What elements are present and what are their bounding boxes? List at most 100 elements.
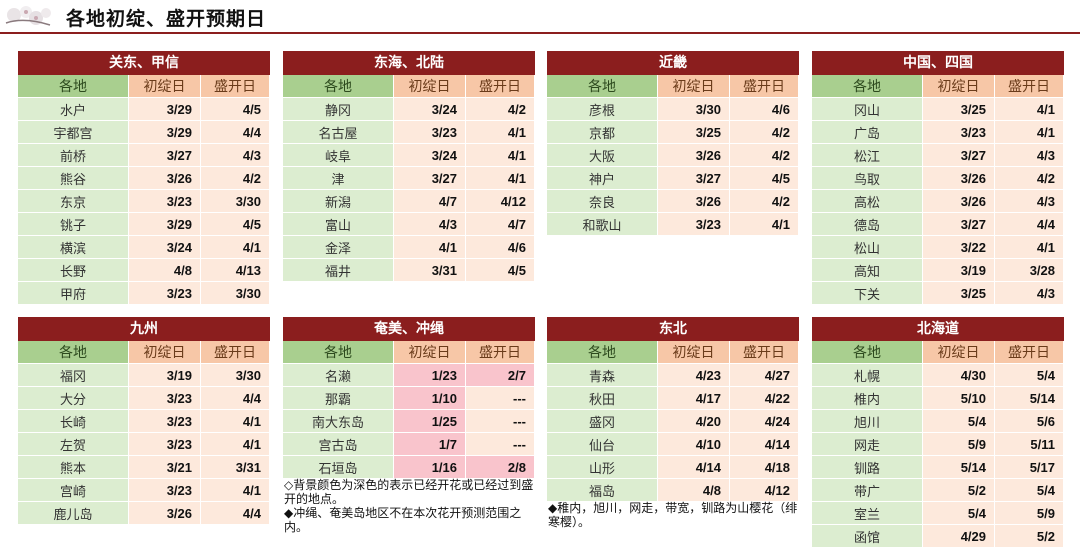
table-row: 钏路 5/14 5/17	[812, 456, 1064, 479]
table-row: 铫子 3/29 4/5	[18, 213, 270, 236]
first-bloom-date: 1/25	[394, 410, 466, 433]
full-bloom-date: 4/2	[201, 167, 270, 190]
full-bloom-date: 4/1	[466, 121, 535, 144]
table-row: 左贺 3/23 4/1	[18, 433, 270, 456]
place-name: 岐阜	[283, 144, 394, 167]
place-name: 札幌	[812, 364, 923, 387]
first-bloom-date: 3/26	[658, 190, 730, 213]
full-bloom-date: 3/31	[201, 456, 270, 479]
column-header-place: 各地	[812, 75, 923, 98]
table-row: 福岛 4/8 4/12	[547, 479, 799, 502]
place-name: 冈山	[812, 98, 923, 121]
place-name: 宫崎	[18, 479, 129, 502]
place-name: 网走	[812, 433, 923, 456]
column-header-place: 各地	[547, 341, 658, 364]
place-name: 鸟取	[812, 167, 923, 190]
full-bloom-date: 5/11	[995, 433, 1064, 456]
first-bloom-date: 3/23	[129, 410, 201, 433]
table-row: 静冈 3/24 4/2	[283, 98, 535, 121]
place-name: 东京	[18, 190, 129, 213]
place-name: 宫古岛	[283, 433, 394, 456]
region-title: 东北	[547, 317, 799, 341]
full-bloom-date: 4/6	[730, 98, 799, 121]
table-row: 带广 5/2 5/4	[812, 479, 1064, 502]
column-header-full-bloom: 盛开日	[201, 75, 270, 98]
place-name: 神户	[547, 167, 658, 190]
place-name: 前桥	[18, 144, 129, 167]
first-bloom-date: 5/10	[923, 387, 995, 410]
first-bloom-date: 1/7	[394, 433, 466, 456]
first-bloom-date: 3/27	[394, 167, 466, 190]
place-name: 旭川	[812, 410, 923, 433]
first-bloom-date: 3/22	[923, 236, 995, 259]
place-name: 椎内	[812, 387, 923, 410]
place-name: 长野	[18, 259, 129, 282]
table-header-row: 各地 初绽日 盛开日	[18, 341, 270, 364]
full-bloom-date: 5/4	[995, 364, 1064, 387]
first-bloom-date: 1/16	[394, 456, 466, 479]
full-bloom-date: 4/3	[201, 144, 270, 167]
first-bloom-date: 1/10	[394, 387, 466, 410]
table-row: 仙台 4/10 4/14	[547, 433, 799, 456]
full-bloom-date: 5/2	[995, 525, 1064, 548]
table-row: 松江 3/27 4/3	[812, 144, 1064, 167]
first-bloom-date: 3/26	[923, 167, 995, 190]
column-header-full-bloom: 盛开日	[466, 75, 535, 98]
column-header-full-bloom: 盛开日	[995, 341, 1064, 364]
table-row: 熊谷 3/26 4/2	[18, 167, 270, 190]
place-name: 熊本	[18, 456, 129, 479]
column-header-first-bloom: 初绽日	[658, 75, 730, 98]
table-row: 松山 3/22 4/1	[812, 236, 1064, 259]
table-row: 长崎 3/23 4/1	[18, 410, 270, 433]
region-panel: 关东、甲信 各地 初绽日 盛开日 水户 3/29 4/5 宇都宫 3/29 4/4 前桥 3/27 4/…	[18, 51, 270, 305]
place-name: 下关	[812, 282, 923, 305]
table-row: 广岛 3/23 4/1	[812, 121, 1064, 144]
table-row: 彦根 3/30 4/6	[547, 98, 799, 121]
region-panel: 东北 各地 初绽日 盛开日 青森 4/23 4/27 秋田 4/17 4/22 盛冈 4/20 4/24…	[547, 317, 799, 502]
place-name: 彦根	[547, 98, 658, 121]
first-bloom-date: 3/23	[129, 433, 201, 456]
table-header-row: 各地 初绽日 盛开日	[283, 341, 535, 364]
table-row: 大阪 3/26 4/2	[547, 144, 799, 167]
first-bloom-date: 3/30	[658, 98, 730, 121]
bloom-table: 各地 初绽日 盛开日 冈山 3/25 4/1 广岛 3/23 4/1 松江 3/27 4/3 鸟取 3/2…	[812, 75, 1064, 305]
column-header-full-bloom: 盛开日	[730, 341, 799, 364]
region-panel: 近畿 各地 初绽日 盛开日 彦根 3/30 4/6 京都 3/25 4/2 大阪 3/26 4/2 神户 3…	[547, 51, 799, 236]
first-bloom-date: 5/14	[923, 456, 995, 479]
full-bloom-date: 4/27	[730, 364, 799, 387]
footnote-block: ◆稚内，旭川，网走，带宽，钏路为山樱花（绯寒樱）。	[548, 501, 798, 529]
first-bloom-date: 3/26	[658, 144, 730, 167]
full-bloom-date: 4/4	[201, 387, 270, 410]
full-bloom-date: 3/30	[201, 190, 270, 213]
first-bloom-date: 1/23	[394, 364, 466, 387]
region-panel: 九州 各地 初绽日 盛开日 福冈 3/19 3/30 大分 3/23 4/4 长崎 3/23 4/1 左贺…	[18, 317, 270, 525]
region-title: 东海、北陆	[283, 51, 535, 75]
full-bloom-date: 4/1	[730, 213, 799, 236]
place-name: 津	[283, 167, 394, 190]
column-header-first-bloom: 初绽日	[129, 341, 201, 364]
table-row: 前桥 3/27 4/3	[18, 144, 270, 167]
first-bloom-date: 3/24	[394, 98, 466, 121]
first-bloom-date: 3/29	[129, 213, 201, 236]
table-row: 鸟取 3/26 4/2	[812, 167, 1064, 190]
table-row: 大分 3/23 4/4	[18, 387, 270, 410]
column-header-first-bloom: 初绽日	[394, 75, 466, 98]
first-bloom-date: 3/27	[923, 213, 995, 236]
table-row: 金泽 4/1 4/6	[283, 236, 535, 259]
footnote: ◆稚内，旭川，网走，带宽，钏路为山樱花（绯寒樱）。	[548, 501, 798, 529]
first-bloom-date: 3/25	[923, 282, 995, 305]
first-bloom-date: 4/1	[394, 236, 466, 259]
place-name: 名濑	[283, 364, 394, 387]
full-bloom-date: ---	[466, 433, 535, 456]
table-header-row: 各地 初绽日 盛开日	[18, 75, 270, 98]
full-bloom-date: ---	[466, 387, 535, 410]
table-row: 宇都宫 3/29 4/4	[18, 121, 270, 144]
first-bloom-date: 3/24	[394, 144, 466, 167]
first-bloom-date: 3/23	[129, 479, 201, 502]
full-bloom-date: 5/4	[995, 479, 1064, 502]
first-bloom-date: 3/26	[923, 190, 995, 213]
place-name: 名古屋	[283, 121, 394, 144]
bloom-table: 各地 初绽日 盛开日 水户 3/29 4/5 宇都宫 3/29 4/4 前桥 3/27 4/3 熊谷 3/…	[18, 75, 270, 305]
table-row: 鹿儿岛 3/26 4/4	[18, 502, 270, 525]
place-name: 钏路	[812, 456, 923, 479]
